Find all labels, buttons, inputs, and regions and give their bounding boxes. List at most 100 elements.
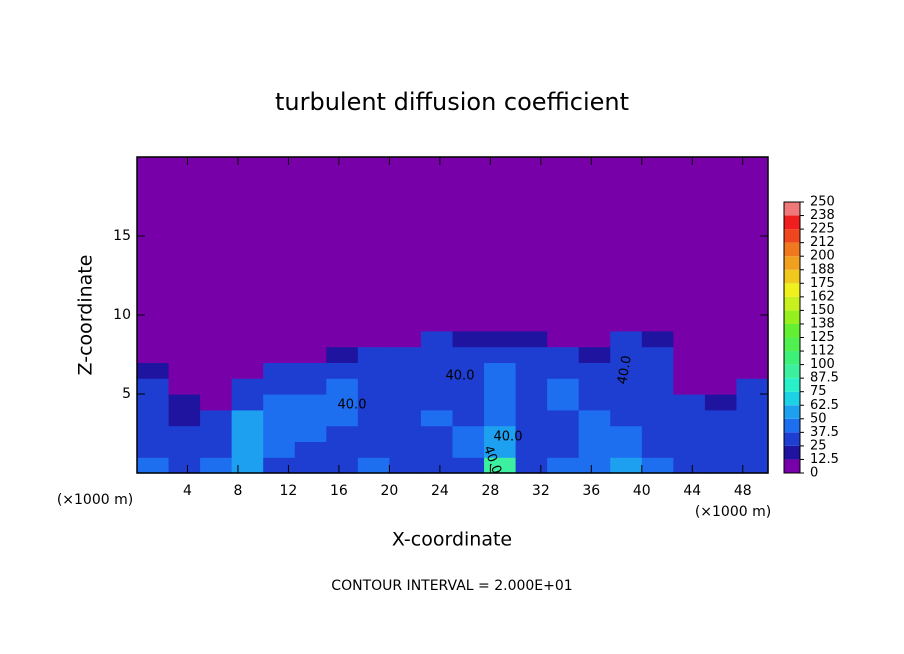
heat-cell [357,425,390,442]
heat-cell [610,425,643,442]
heat-cell [704,330,738,348]
heat-cell [547,315,580,332]
contour-label: 40.0 [494,430,523,445]
heat-cell [231,394,264,411]
x-tick-label: 44 [683,483,701,499]
heat-cell [263,394,296,411]
colorbar-label: 175 [810,276,835,291]
heat-cell [357,346,390,363]
heat-cell [168,425,201,442]
heat-cell [420,378,454,395]
x-unit-right: (×1000 m) [695,504,771,520]
heat-cell [168,378,201,395]
heat-cell [452,457,485,474]
colorbar-label: 62.5 [810,398,839,413]
heat-cell [357,315,390,332]
heat-cell [547,346,580,363]
heat-cell [547,457,580,474]
heat-cell [610,441,643,458]
heat-cell [200,457,233,474]
heat-cell [578,315,611,332]
heat-cell [610,315,643,332]
heat-cell [515,378,548,395]
heat-cell [452,330,485,348]
heat-cell [137,346,170,363]
heat-cell [326,425,359,442]
colorbar-swatch [784,432,800,446]
heat-cell [547,441,580,458]
heat-cell [263,378,296,395]
heat-cell [578,409,611,427]
heat-cell [641,378,674,395]
heat-cell [137,457,170,474]
heat-cell [263,457,296,474]
heat-cell [578,362,611,379]
heat-cell [200,394,233,411]
heat-cell [326,315,359,332]
heat-cell [357,441,390,458]
colorbar-label: 212 [810,235,835,250]
heat-cell [326,330,359,348]
heat-cell [736,330,769,348]
heat-cell [420,457,454,474]
x-tick-label: 12 [280,483,298,499]
heat-cell [610,394,643,411]
heat-cell [231,457,264,474]
x-tick-label: 4 [183,483,192,499]
heat-cell [641,457,674,474]
heat-cell [389,378,422,395]
colorbar-label: 188 [810,262,835,277]
heat-cell [484,409,517,427]
heat-cell [168,315,201,332]
y-tick-label: 15 [113,228,131,244]
heat-cell [484,315,517,332]
colorbar-label: 112 [810,344,835,359]
colorbar-label: 150 [810,303,835,318]
heat-cell [673,394,706,411]
x-tick-label: 20 [380,483,398,499]
heat-cell [326,457,359,474]
heat-cell [389,441,422,458]
heat-cell [231,409,264,427]
heat-cell [294,315,327,332]
y-axis-label: Z-coordinate [75,255,97,376]
x-tick-label: 40 [633,483,651,499]
heat-cell [326,409,359,427]
heat-cell [137,330,170,348]
heat-cell [263,330,296,348]
heat-cell [578,441,611,458]
heat-cell [231,441,264,458]
heat-cell [263,346,296,363]
heat-cell [452,425,485,442]
heat-cell [641,346,674,363]
colorbar-swatch [784,337,800,352]
heat-cell [704,378,738,395]
heat-cell [168,362,201,379]
heat-cell [420,346,454,363]
colorbar-label: 0 [810,466,818,481]
heat-cell [578,346,611,363]
heat-cell [168,457,201,474]
heat-cell [231,378,264,395]
heat-cell [357,362,390,379]
heat-cell [736,378,769,395]
colorbar-label: 25 [810,438,827,453]
colorbar-label: 238 [810,208,835,223]
colorbar-swatch [784,283,800,297]
heat-cell [452,378,485,395]
heat-cell [452,394,485,411]
heat-cell [137,378,170,395]
heat-cell [294,425,327,442]
heat-cell [736,457,769,474]
heat-cell [515,425,548,442]
heat-cell [294,346,327,363]
heat-cell [200,409,233,427]
heat-cell [263,362,296,379]
heat-cell [736,441,769,458]
heat-cell [704,394,738,411]
heat-cell [610,330,643,348]
footer-note: CONTOUR INTERVAL = 2.000E+01 [331,578,572,594]
heat-cell [641,362,674,379]
heat-cell [484,394,517,411]
